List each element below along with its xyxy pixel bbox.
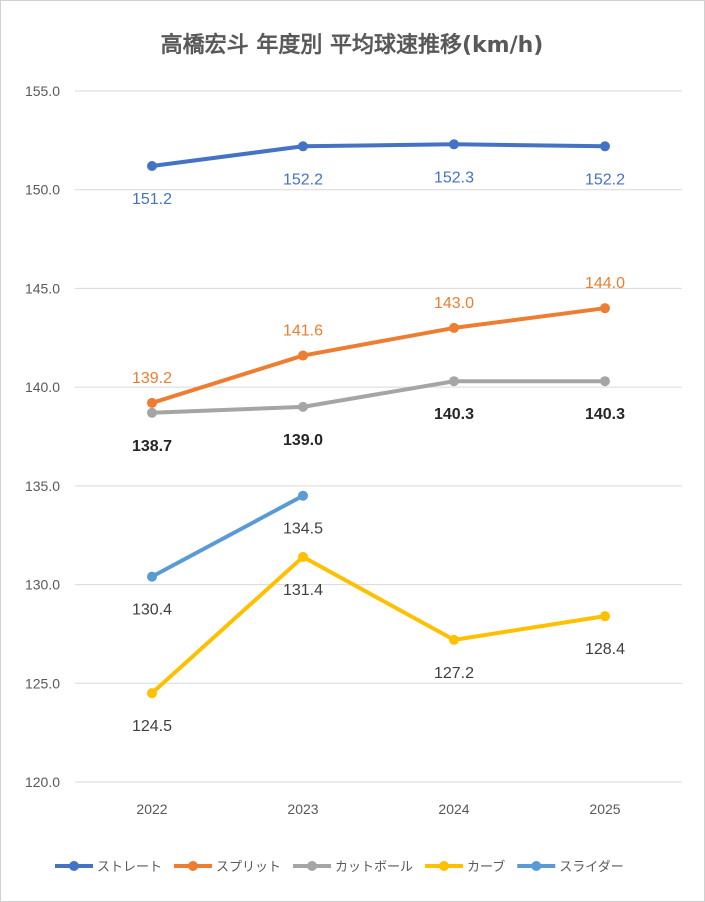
data-label: 143.0 bbox=[434, 295, 474, 312]
series-line bbox=[150, 306, 607, 405]
data-label: 152.2 bbox=[283, 171, 323, 188]
y-tick-label: 135.0 bbox=[25, 478, 60, 494]
data-label: 130.4 bbox=[132, 602, 172, 619]
y-axis-ticks: 120.0 125.0 130.0 135.0 140.0 145.0 150.0 155.0 bbox=[25, 83, 60, 790]
data-point bbox=[147, 407, 157, 418]
data-label: 128.4 bbox=[585, 641, 625, 658]
chart-title: 高橋宏斗 年度別 平均球速推移(km/h) bbox=[161, 32, 544, 58]
legend-swatch-marker bbox=[531, 861, 542, 871]
data-point bbox=[600, 141, 610, 152]
legend-swatch-marker bbox=[439, 861, 450, 871]
data-point bbox=[298, 490, 308, 501]
y-tick-label: 155.0 bbox=[25, 83, 60, 99]
gridlines bbox=[75, 90, 682, 783]
y-tick-label: 140.0 bbox=[25, 379, 60, 395]
data-label: 134.5 bbox=[283, 521, 323, 538]
y-tick-label: 120.0 bbox=[25, 774, 60, 790]
y-tick-label: 125.0 bbox=[25, 675, 60, 691]
data-label: 139.0 bbox=[283, 432, 323, 449]
data-point bbox=[147, 571, 157, 582]
legend-label: カットボール bbox=[335, 860, 413, 875]
data-label: 124.5 bbox=[132, 718, 172, 735]
x-tick-label: 2024 bbox=[438, 801, 469, 817]
x-tick-label: 2022 bbox=[136, 801, 167, 817]
data-label: 152.2 bbox=[585, 171, 625, 188]
data-label: 151.2 bbox=[132, 191, 172, 208]
data-point bbox=[600, 376, 610, 387]
data-point bbox=[449, 634, 459, 645]
x-axis-ticks: 2022 2023 2024 2025 bbox=[136, 801, 620, 817]
data-point bbox=[147, 161, 157, 172]
y-tick-label: 150.0 bbox=[25, 182, 60, 198]
data-label: 140.3 bbox=[434, 406, 474, 423]
legend-swatch-marker bbox=[307, 861, 318, 871]
data-point bbox=[298, 401, 308, 412]
series-line bbox=[150, 379, 607, 415]
y-tick-label: 130.0 bbox=[25, 577, 60, 593]
series-layer bbox=[147, 139, 610, 699]
legend-swatch-marker bbox=[69, 861, 79, 871]
data-point bbox=[600, 303, 610, 314]
legend-label: ストレート bbox=[97, 860, 162, 875]
y-tick-label: 145.0 bbox=[25, 280, 60, 296]
x-tick-label: 2025 bbox=[589, 801, 620, 817]
data-label: 139.2 bbox=[132, 370, 172, 387]
legend-label: スプリット bbox=[216, 860, 281, 875]
series-line bbox=[150, 554, 607, 696]
legend: ストレート スプリット カットボール カーブ スライダー bbox=[55, 859, 624, 875]
data-label: 140.3 bbox=[585, 406, 625, 423]
data-label: 131.4 bbox=[283, 582, 323, 599]
data-label: 144.0 bbox=[585, 275, 625, 292]
data-point bbox=[449, 376, 459, 387]
series-line bbox=[150, 493, 305, 579]
data-point bbox=[298, 551, 308, 562]
legend-swatch-marker bbox=[188, 861, 199, 871]
data-point bbox=[147, 397, 157, 408]
series-line bbox=[150, 142, 607, 169]
data-label: 141.6 bbox=[283, 323, 323, 340]
data-label: 152.3 bbox=[434, 169, 474, 186]
data-point bbox=[449, 322, 459, 333]
data-point bbox=[147, 688, 157, 699]
legend-label: カーブ bbox=[467, 859, 505, 875]
x-tick-label: 2023 bbox=[287, 801, 318, 817]
data-labels: 151.2 152.2 152.3 152.2 139.2 141.6 143.0 144.0… bbox=[132, 169, 625, 735]
data-point bbox=[298, 141, 308, 152]
data-point bbox=[600, 611, 610, 622]
data-point bbox=[298, 350, 308, 361]
legend-label: スライダー bbox=[559, 860, 623, 875]
data-label: 127.2 bbox=[434, 665, 474, 682]
data-point bbox=[449, 139, 459, 150]
data-label: 138.7 bbox=[132, 438, 172, 455]
